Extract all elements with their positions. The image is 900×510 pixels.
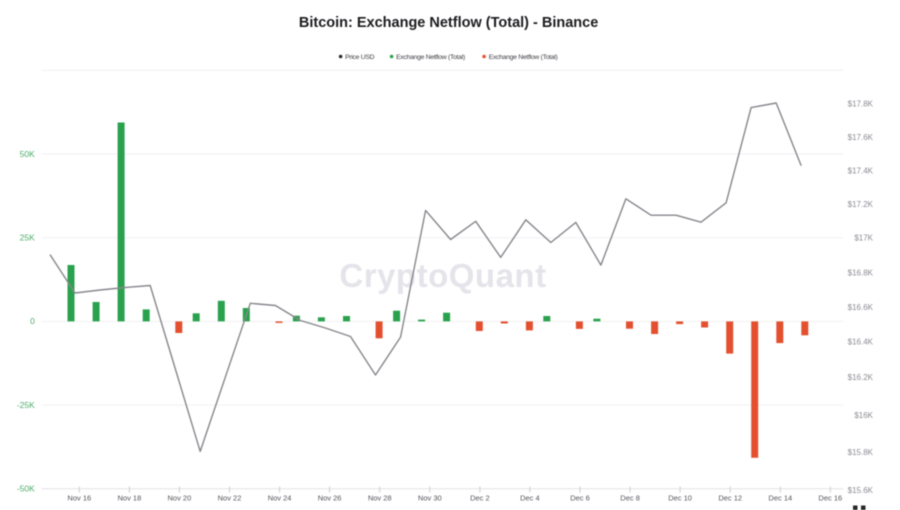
svg-text:Nov 20: Nov 20: [168, 494, 192, 503]
svg-text:Nov 16: Nov 16: [67, 494, 91, 503]
svg-text:Dec 6: Dec 6: [570, 494, 590, 503]
svg-text:$16.8K: $16.8K: [848, 269, 874, 278]
svg-text:$17.8K: $17.8K: [848, 100, 874, 109]
svg-text:Nov 22: Nov 22: [218, 494, 242, 503]
svg-text:$17.2K: $17.2K: [848, 200, 874, 209]
svg-text:Nov 26: Nov 26: [318, 494, 342, 503]
svg-text:$15.6K: $15.6K: [848, 486, 874, 495]
svg-text:Dec 14: Dec 14: [768, 494, 792, 503]
svg-text:$17K: $17K: [854, 233, 873, 242]
svg-text:$17.6K: $17.6K: [848, 133, 874, 142]
svg-text:Nov 24: Nov 24: [268, 494, 292, 503]
svg-text:Dec 10: Dec 10: [668, 494, 692, 503]
svg-text:$17.4K: $17.4K: [848, 167, 874, 176]
svg-text:-50K: -50K: [17, 484, 35, 494]
svg-text:CryptoQuant: CryptoQuant: [339, 257, 546, 294]
svg-text:Price USD: Price USD: [345, 54, 375, 61]
svg-text:25K: 25K: [20, 233, 35, 243]
svg-text:Dec 4: Dec 4: [520, 494, 540, 503]
svg-text:$16.6K: $16.6K: [848, 303, 874, 312]
svg-text:$16K: $16K: [854, 411, 873, 420]
svg-text:-25K: -25K: [17, 400, 35, 410]
svg-text:50K: 50K: [20, 149, 35, 159]
svg-text:Bitcoin: Exchange Netflow (Tot: Bitcoin: Exchange Netflow (Total) - Bina…: [299, 15, 598, 31]
svg-text:Nov 18: Nov 18: [118, 494, 142, 503]
svg-text:Dec 16: Dec 16: [818, 494, 842, 503]
svg-text:Dec 12: Dec 12: [718, 494, 742, 503]
svg-text:Dec 2: Dec 2: [470, 494, 490, 503]
svg-text:$16.2K: $16.2K: [848, 373, 874, 382]
svg-text:Nov 30: Nov 30: [418, 494, 442, 503]
svg-text:0: 0: [30, 316, 35, 326]
svg-text:Dec 8: Dec 8: [620, 494, 640, 503]
svg-text:Exchange Netflow (Total): Exchange Netflow (Total): [489, 54, 558, 61]
svg-text:Exchange Netflow (Total): Exchange Netflow (Total): [396, 54, 465, 61]
svg-text:$15.8K: $15.8K: [848, 448, 874, 457]
svg-text:$16.4K: $16.4K: [848, 338, 874, 347]
svg-text:Nov 28: Nov 28: [368, 494, 392, 503]
